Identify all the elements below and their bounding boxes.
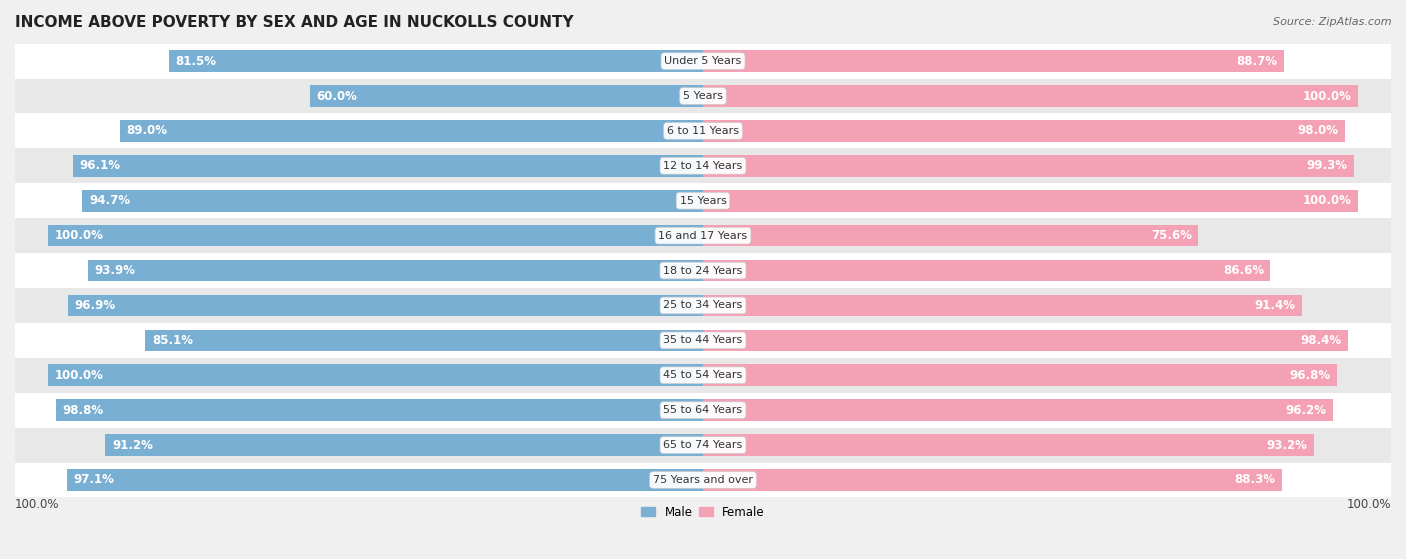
Bar <box>105 434 703 456</box>
Text: 88.7%: 88.7% <box>1237 55 1278 68</box>
Bar <box>15 79 1391 113</box>
Text: 55 to 64 Years: 55 to 64 Years <box>664 405 742 415</box>
Bar <box>703 50 1284 72</box>
Text: 88.3%: 88.3% <box>1234 473 1275 486</box>
Text: 96.9%: 96.9% <box>75 299 115 312</box>
Text: 97.1%: 97.1% <box>73 473 114 486</box>
Bar <box>309 85 703 107</box>
Bar <box>703 225 1198 247</box>
Bar <box>169 50 703 72</box>
Text: 65 to 74 Years: 65 to 74 Years <box>664 440 742 450</box>
Text: 98.0%: 98.0% <box>1298 125 1339 138</box>
Bar <box>15 323 1391 358</box>
Text: INCOME ABOVE POVERTY BY SEX AND AGE IN NUCKOLLS COUNTY: INCOME ABOVE POVERTY BY SEX AND AGE IN N… <box>15 15 574 30</box>
Text: 96.8%: 96.8% <box>1289 369 1330 382</box>
Bar <box>15 358 1391 393</box>
Text: 75.6%: 75.6% <box>1150 229 1192 242</box>
Text: 12 to 14 Years: 12 to 14 Years <box>664 161 742 171</box>
Bar <box>703 469 1282 491</box>
Text: 91.2%: 91.2% <box>112 439 153 452</box>
Text: 93.9%: 93.9% <box>94 264 135 277</box>
Text: 93.2%: 93.2% <box>1267 439 1308 452</box>
Bar <box>15 113 1391 148</box>
Bar <box>703 295 1302 316</box>
Text: 89.0%: 89.0% <box>127 125 167 138</box>
Text: 100.0%: 100.0% <box>15 498 59 511</box>
Text: 45 to 54 Years: 45 to 54 Years <box>664 370 742 380</box>
Text: 100.0%: 100.0% <box>1303 194 1351 207</box>
Bar <box>145 329 703 351</box>
Text: 91.4%: 91.4% <box>1254 299 1295 312</box>
Text: 60.0%: 60.0% <box>316 89 357 102</box>
Text: 75 Years and over: 75 Years and over <box>652 475 754 485</box>
Text: 16 and 17 Years: 16 and 17 Years <box>658 231 748 240</box>
Text: 100.0%: 100.0% <box>55 229 103 242</box>
Bar <box>15 253 1391 288</box>
Bar <box>67 295 703 316</box>
Bar <box>56 399 703 421</box>
Bar <box>15 288 1391 323</box>
Bar <box>15 183 1391 218</box>
Bar <box>703 260 1271 281</box>
Bar <box>703 364 1337 386</box>
Text: 96.2%: 96.2% <box>1285 404 1327 416</box>
Text: 100.0%: 100.0% <box>1303 89 1351 102</box>
Text: 94.7%: 94.7% <box>89 194 129 207</box>
Text: 99.3%: 99.3% <box>1306 159 1347 172</box>
Bar <box>15 428 1391 462</box>
Bar <box>703 434 1313 456</box>
Text: 100.0%: 100.0% <box>1347 498 1391 511</box>
Bar <box>48 364 703 386</box>
Bar <box>703 85 1358 107</box>
Text: 15 Years: 15 Years <box>679 196 727 206</box>
Bar <box>66 469 703 491</box>
Text: 98.8%: 98.8% <box>62 404 103 416</box>
Text: Under 5 Years: Under 5 Years <box>665 56 741 66</box>
Bar <box>15 393 1391 428</box>
Text: 85.1%: 85.1% <box>152 334 193 347</box>
Text: 81.5%: 81.5% <box>176 55 217 68</box>
Bar <box>83 190 703 211</box>
Bar <box>15 44 1391 79</box>
Text: 96.1%: 96.1% <box>80 159 121 172</box>
Text: 35 to 44 Years: 35 to 44 Years <box>664 335 742 345</box>
Bar <box>703 399 1333 421</box>
Text: 5 Years: 5 Years <box>683 91 723 101</box>
Bar <box>703 155 1354 177</box>
Text: 86.6%: 86.6% <box>1223 264 1264 277</box>
Bar <box>15 218 1391 253</box>
Text: 25 to 34 Years: 25 to 34 Years <box>664 300 742 310</box>
Bar <box>703 120 1346 142</box>
Text: 100.0%: 100.0% <box>55 369 103 382</box>
Legend: Male, Female: Male, Female <box>637 501 769 523</box>
Bar <box>15 462 1391 498</box>
Bar <box>15 148 1391 183</box>
Bar <box>87 260 703 281</box>
Text: 18 to 24 Years: 18 to 24 Years <box>664 266 742 276</box>
Bar <box>120 120 703 142</box>
Text: Source: ZipAtlas.com: Source: ZipAtlas.com <box>1274 17 1392 27</box>
Bar <box>48 225 703 247</box>
Bar <box>73 155 703 177</box>
Text: 98.4%: 98.4% <box>1301 334 1341 347</box>
Text: 6 to 11 Years: 6 to 11 Years <box>666 126 740 136</box>
Bar <box>703 190 1358 211</box>
Bar <box>703 329 1348 351</box>
